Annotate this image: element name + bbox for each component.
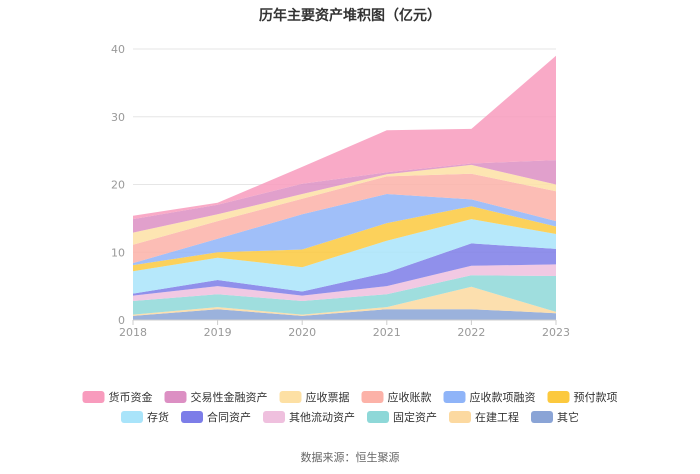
legend-label: 合同资产 [207, 410, 251, 424]
area-series-6: 预付款项 [133, 206, 556, 272]
legend-swatch [263, 411, 285, 423]
x-tick-label: 2019 [204, 326, 232, 339]
area-series-1: 在建工程 [133, 286, 556, 316]
legend-item[interactable]: 合同资产 [181, 410, 251, 424]
legend-item[interactable]: 应收票据 [279, 390, 350, 404]
y-tick-label: 40 [111, 43, 125, 56]
area-series-11: 货币资金 [133, 55, 556, 220]
area-series-5: 存货 [133, 219, 556, 294]
area-series-8: 应收账款 [133, 173, 556, 264]
legend-item[interactable]: 应收账款 [361, 390, 432, 404]
legend-label: 在建工程 [475, 410, 519, 424]
legend-label: 货币资金 [109, 390, 153, 404]
legend-label: 其它 [557, 410, 579, 424]
legend-swatch [449, 411, 471, 423]
legend-item[interactable]: 存货 [121, 410, 169, 424]
area-series-7: 应收款项融资 [133, 194, 556, 266]
legend-swatch [367, 411, 389, 423]
x-tick-label: 2018 [119, 326, 147, 339]
legend-swatch [361, 391, 384, 403]
source-note: 数据来源：恒生聚源 [301, 450, 400, 464]
y-tick-label: 30 [111, 111, 125, 124]
legend-label: 存货 [147, 410, 169, 424]
chart-title: 历年主要资产堆积图（亿元） [259, 7, 441, 24]
legend-item[interactable]: 预付款项 [547, 390, 618, 404]
legend-swatch [531, 411, 553, 423]
legend-label: 预付款项 [574, 390, 618, 404]
legend-swatch [82, 391, 105, 403]
x-tick-label: 2022 [457, 326, 485, 339]
legend-swatch [547, 391, 570, 403]
area-series-10: 交易性金融资产 [133, 160, 556, 233]
y-tick-label: 10 [111, 246, 125, 259]
legend-label: 交易性金融资产 [191, 390, 268, 404]
legend-label: 其他流动资产 [289, 410, 355, 424]
legend-item[interactable]: 应收款项融资 [443, 390, 536, 404]
legend-item[interactable]: 货币资金 [82, 390, 153, 404]
x-tick-label: 2021 [373, 326, 401, 339]
x-tick-label: 2020 [288, 326, 316, 339]
legend-item[interactable]: 固定资产 [367, 410, 437, 424]
legend-item[interactable]: 其他流动资产 [263, 410, 355, 424]
legend-swatch [279, 391, 302, 403]
legend-label: 应收票据 [306, 390, 350, 404]
x-tick-label: 2023 [542, 326, 570, 339]
y-tick-label: 20 [111, 179, 125, 192]
y-axis: 0 10 20 30 40 [111, 43, 125, 327]
legend-swatch [443, 391, 466, 403]
legend-item[interactable]: 其它 [531, 410, 579, 424]
area-series-group: 其它在建工程固定资产其他流动资产合同资产存货预付款项应收款项融资应收账款应收票据… [133, 55, 556, 320]
x-axis: 2018 2019 2020 2021 2022 2023 [119, 319, 570, 339]
legend-label: 固定资产 [393, 410, 437, 424]
legend-swatch [181, 411, 203, 423]
legend-swatch [164, 391, 187, 403]
area-series-3: 其他流动资产 [133, 264, 556, 301]
area-series-0: 其它 [133, 309, 556, 320]
legend-item[interactable]: 在建工程 [449, 410, 519, 424]
legend-swatch [121, 411, 143, 423]
legend-label: 应收账款 [388, 390, 432, 404]
area-series-4: 合同资产 [133, 243, 556, 296]
y-tick-label: 0 [118, 314, 125, 327]
legend-item[interactable]: 交易性金融资产 [164, 390, 268, 404]
area-series-2: 固定资产 [133, 275, 556, 315]
legend-label: 应收款项融资 [470, 390, 536, 404]
